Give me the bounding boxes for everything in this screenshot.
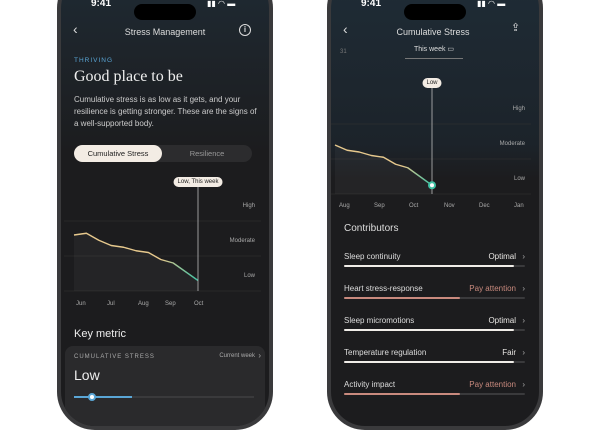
current-point (429, 182, 435, 188)
chevron-right-icon: › (258, 351, 261, 360)
level-fill (74, 396, 132, 398)
left-screen: 9:41 ▮▮ ◠ ▬ ‹ Stress Management i THRIVI… (61, 0, 269, 426)
month-label: Jan (514, 203, 524, 209)
contributor-label: Temperature regulation (344, 348, 426, 357)
card-label: CUMULATIVE STRESS (74, 354, 155, 360)
month-label: Sep (165, 301, 176, 307)
contributor-status: Optimal (488, 252, 525, 261)
level-track (74, 396, 254, 398)
contributor-row[interactable]: Heart stress-response Pay attention › (344, 284, 525, 316)
contributor-fill (344, 329, 514, 331)
level-moderate: Moderate (230, 238, 255, 244)
contributor-status: Optimal (488, 316, 525, 325)
contributor-label: Heart stress-response (344, 284, 423, 293)
month-label: Sep (374, 203, 385, 209)
chart-tooltip: Low (422, 78, 441, 88)
month-label: Aug (138, 301, 149, 307)
level-high: High (513, 106, 525, 112)
month-label: Oct (409, 203, 418, 209)
contributor-label: Sleep micromotions (344, 316, 414, 325)
contributor-status: Pay attention (469, 284, 525, 293)
contributor-label: Sleep continuity (344, 252, 400, 261)
chevron-right-icon: › (522, 284, 525, 293)
month-label: Dec (479, 203, 490, 209)
chevron-right-icon: › (522, 316, 525, 325)
card-value: Low (74, 367, 100, 383)
key-metric-card[interactable]: CUMULATIVE STRESS Current week › Low (65, 346, 265, 426)
contributor-status: Pay attention (469, 380, 525, 389)
stress-chart (61, 0, 269, 374)
chevron-right-icon: › (522, 348, 525, 357)
month-label: Oct (194, 301, 203, 307)
contributor-row[interactable]: Sleep micromotions Optimal › (344, 316, 525, 348)
contributors-title: Contributors (344, 223, 398, 234)
level-low: Low (244, 273, 255, 279)
contributor-fill (344, 297, 460, 299)
month-label: Aug (339, 203, 350, 209)
key-metric-title: Key metric (74, 328, 126, 340)
chart-area (74, 233, 198, 291)
left-phone: 9:41 ▮▮ ◠ ▬ ‹ Stress Management i THRIVI… (57, 0, 273, 430)
contributor-row[interactable]: Sleep continuity Optimal › (344, 252, 525, 284)
card-period: Current week (219, 353, 255, 359)
contributor-fill (344, 265, 514, 267)
contributor-track (344, 361, 525, 363)
month-label: Nov (444, 203, 455, 209)
level-high: High (243, 203, 255, 209)
right-phone: 9:41 ▮▮ ◠ ▬ ‹ Cumulative Stress ⇪ 31 Thi… (327, 0, 543, 430)
contributor-track (344, 329, 525, 331)
level-low: Low (514, 176, 525, 182)
month-label: Jun (76, 301, 86, 307)
chart-tooltip: Low, This week (174, 177, 223, 187)
contributor-track (344, 297, 525, 299)
contributor-label: Activity impact (344, 380, 395, 389)
contributor-fill (344, 361, 514, 363)
month-label: Jul (107, 301, 115, 307)
chart-area (335, 145, 432, 194)
contributor-fill (344, 393, 460, 395)
contributor-track (344, 265, 525, 267)
level-moderate: Moderate (500, 141, 525, 147)
contributor-track (344, 393, 525, 395)
right-screen: 9:41 ▮▮ ◠ ▬ ‹ Cumulative Stress ⇪ 31 Thi… (331, 0, 539, 426)
chevron-right-icon: › (522, 252, 525, 261)
chevron-right-icon: › (522, 380, 525, 389)
contributor-row[interactable]: Temperature regulation Fair › (344, 348, 525, 380)
contributor-row[interactable]: Activity impact Pay attention › (344, 380, 525, 412)
